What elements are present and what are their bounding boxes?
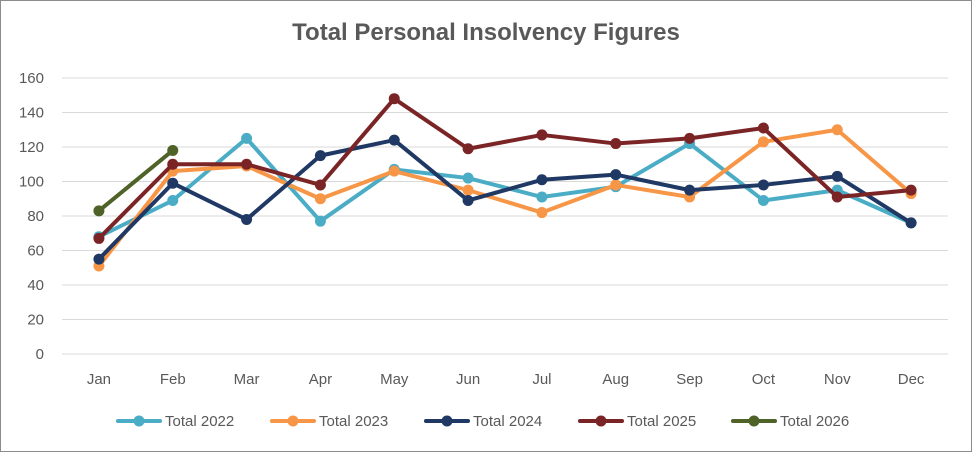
y-tick-label: 100 [19, 174, 44, 191]
data-point [388, 134, 400, 146]
data-point [757, 194, 769, 206]
legend: Total 2022 Total 2023 Total 2024 Total 2025… [116, 413, 849, 430]
x-tick-label: Jul [532, 371, 551, 388]
data-point [462, 172, 474, 184]
legend-label: Total 2026 [780, 413, 849, 430]
data-point [167, 177, 179, 189]
data-point [462, 184, 474, 196]
legend-label: Total 2024 [473, 413, 542, 430]
x-tick-label: May [380, 371, 409, 388]
legend-item: Total 2023 [270, 413, 388, 430]
data-point [610, 138, 622, 150]
series-line [96, 138, 914, 262]
data-point [684, 132, 696, 144]
x-tick-label: Feb [160, 371, 186, 388]
legend-label: Total 2022 [165, 413, 234, 430]
x-tick-label: Aug [602, 371, 629, 388]
series-total-2025 [93, 93, 917, 244]
x-tick-label: Mar [234, 371, 260, 388]
gridlines [62, 77, 948, 355]
y-tick-label: 40 [27, 277, 44, 294]
data-point [757, 136, 769, 148]
data-point [610, 179, 622, 191]
data-point [388, 93, 400, 105]
series-line [96, 148, 175, 213]
data-point [831, 124, 843, 136]
legend-label: Total 2023 [319, 413, 388, 430]
x-axis-ticks: Jan Feb Mar Apr May Jun Jul Aug Sep Oct Nov Dec [87, 371, 925, 388]
data-point [462, 143, 474, 155]
data-point [167, 158, 179, 170]
y-tick-label: 120 [19, 139, 44, 156]
data-point [536, 207, 548, 219]
data-point [314, 215, 326, 227]
data-point [536, 174, 548, 186]
data-point [314, 193, 326, 205]
data-point [536, 191, 548, 203]
data-point [241, 158, 253, 170]
x-tick-label: Jun [456, 371, 480, 388]
series-total-2024 [93, 134, 917, 265]
y-tick-label: 60 [27, 243, 44, 260]
series-total-2026 [93, 144, 179, 217]
data-point [831, 191, 843, 203]
series-total-2022 [93, 132, 917, 243]
x-tick-label: Nov [824, 371, 851, 388]
data-point [93, 253, 105, 265]
legend-item: Total 2022 [116, 413, 234, 430]
series-line [96, 136, 914, 239]
data-point [167, 144, 179, 156]
y-tick-label: 140 [19, 105, 44, 122]
legend-swatch-marker [748, 415, 760, 427]
legend-swatch-marker [133, 415, 145, 427]
legend-swatch-marker [287, 415, 299, 427]
x-tick-label: Dec [898, 371, 925, 388]
y-tick-label: 0 [36, 346, 44, 363]
y-tick-label: 20 [27, 312, 44, 329]
legend-item: Total 2025 [578, 413, 696, 430]
data-point [905, 217, 917, 229]
data-point [757, 179, 769, 191]
x-tick-label: Jan [87, 371, 111, 388]
data-point [93, 205, 105, 217]
data-point [757, 122, 769, 134]
data-point [388, 165, 400, 177]
legend-item: Total 2026 [731, 413, 849, 430]
data-point [314, 179, 326, 191]
data-point [905, 184, 917, 196]
data-point [462, 194, 474, 206]
legend-item: Total 2024 [424, 413, 542, 430]
series-lines [93, 93, 917, 272]
y-axis-ticks: 0 20 40 60 80 100 120 140 160 [19, 70, 44, 363]
data-point [93, 232, 105, 244]
data-point [314, 150, 326, 162]
y-tick-label: 80 [27, 208, 44, 225]
series-line [96, 96, 914, 241]
data-point [241, 213, 253, 225]
x-tick-label: Sep [676, 371, 703, 388]
chart-title: Total Personal Insolvency Figures [292, 19, 680, 46]
x-tick-label: Oct [752, 371, 776, 388]
data-point [684, 184, 696, 196]
data-point [536, 129, 548, 141]
data-point [610, 169, 622, 181]
y-tick-label: 160 [19, 70, 44, 87]
legend-swatch-marker [595, 415, 607, 427]
data-point [831, 170, 843, 182]
data-point [241, 132, 253, 144]
legend-swatch-marker [441, 415, 453, 427]
data-point [167, 194, 179, 206]
legend-label: Total 2025 [627, 413, 696, 430]
x-tick-label: Apr [309, 371, 332, 388]
